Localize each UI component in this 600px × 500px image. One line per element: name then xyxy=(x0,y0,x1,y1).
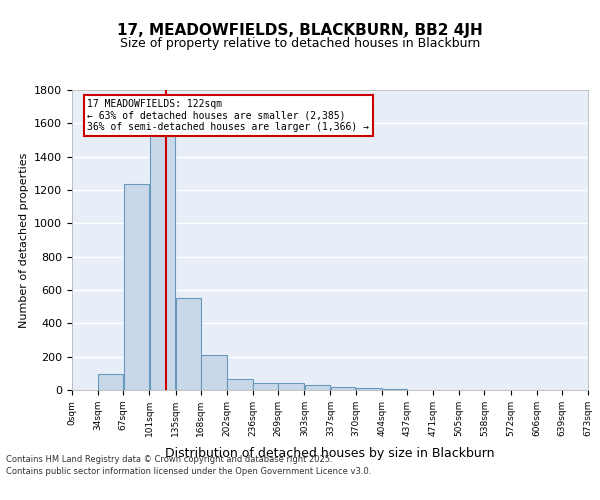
Bar xyxy=(227,379,253,390)
Bar xyxy=(176,298,200,390)
Bar xyxy=(305,385,330,390)
Bar xyxy=(382,389,407,390)
Bar xyxy=(253,382,278,390)
X-axis label: Distribution of detached houses by size in Blackburn: Distribution of detached houses by size … xyxy=(165,447,495,460)
Bar xyxy=(278,382,304,390)
Text: Contains public sector information licensed under the Open Government Licence v3: Contains public sector information licen… xyxy=(6,468,371,476)
Y-axis label: Number of detached properties: Number of detached properties xyxy=(19,152,29,328)
Bar xyxy=(201,355,227,390)
Text: 17, MEADOWFIELDS, BLACKBURN, BB2 4JH: 17, MEADOWFIELDS, BLACKBURN, BB2 4JH xyxy=(117,22,483,38)
Bar xyxy=(149,135,175,390)
Text: Contains HM Land Registry data © Crown copyright and database right 2025.: Contains HM Land Registry data © Crown c… xyxy=(6,455,332,464)
Text: 17 MEADOWFIELDS: 122sqm
← 63% of detached houses are smaller (2,385)
36% of semi: 17 MEADOWFIELDS: 122sqm ← 63% of detache… xyxy=(88,99,370,132)
Text: Size of property relative to detached houses in Blackburn: Size of property relative to detached ho… xyxy=(120,38,480,51)
Bar xyxy=(356,388,382,390)
Bar xyxy=(98,374,123,390)
Bar xyxy=(124,184,149,390)
Bar xyxy=(331,386,355,390)
